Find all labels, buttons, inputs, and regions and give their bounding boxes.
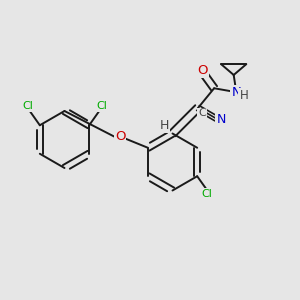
Text: O: O xyxy=(197,64,208,76)
Text: Cl: Cl xyxy=(202,189,212,199)
Text: H: H xyxy=(239,89,248,102)
Text: H: H xyxy=(159,118,169,132)
Text: Cl: Cl xyxy=(22,101,33,111)
Text: N: N xyxy=(231,86,241,99)
Text: N: N xyxy=(216,112,226,126)
Text: Cl: Cl xyxy=(96,101,107,111)
Text: C: C xyxy=(198,108,206,118)
Text: O: O xyxy=(115,130,125,143)
